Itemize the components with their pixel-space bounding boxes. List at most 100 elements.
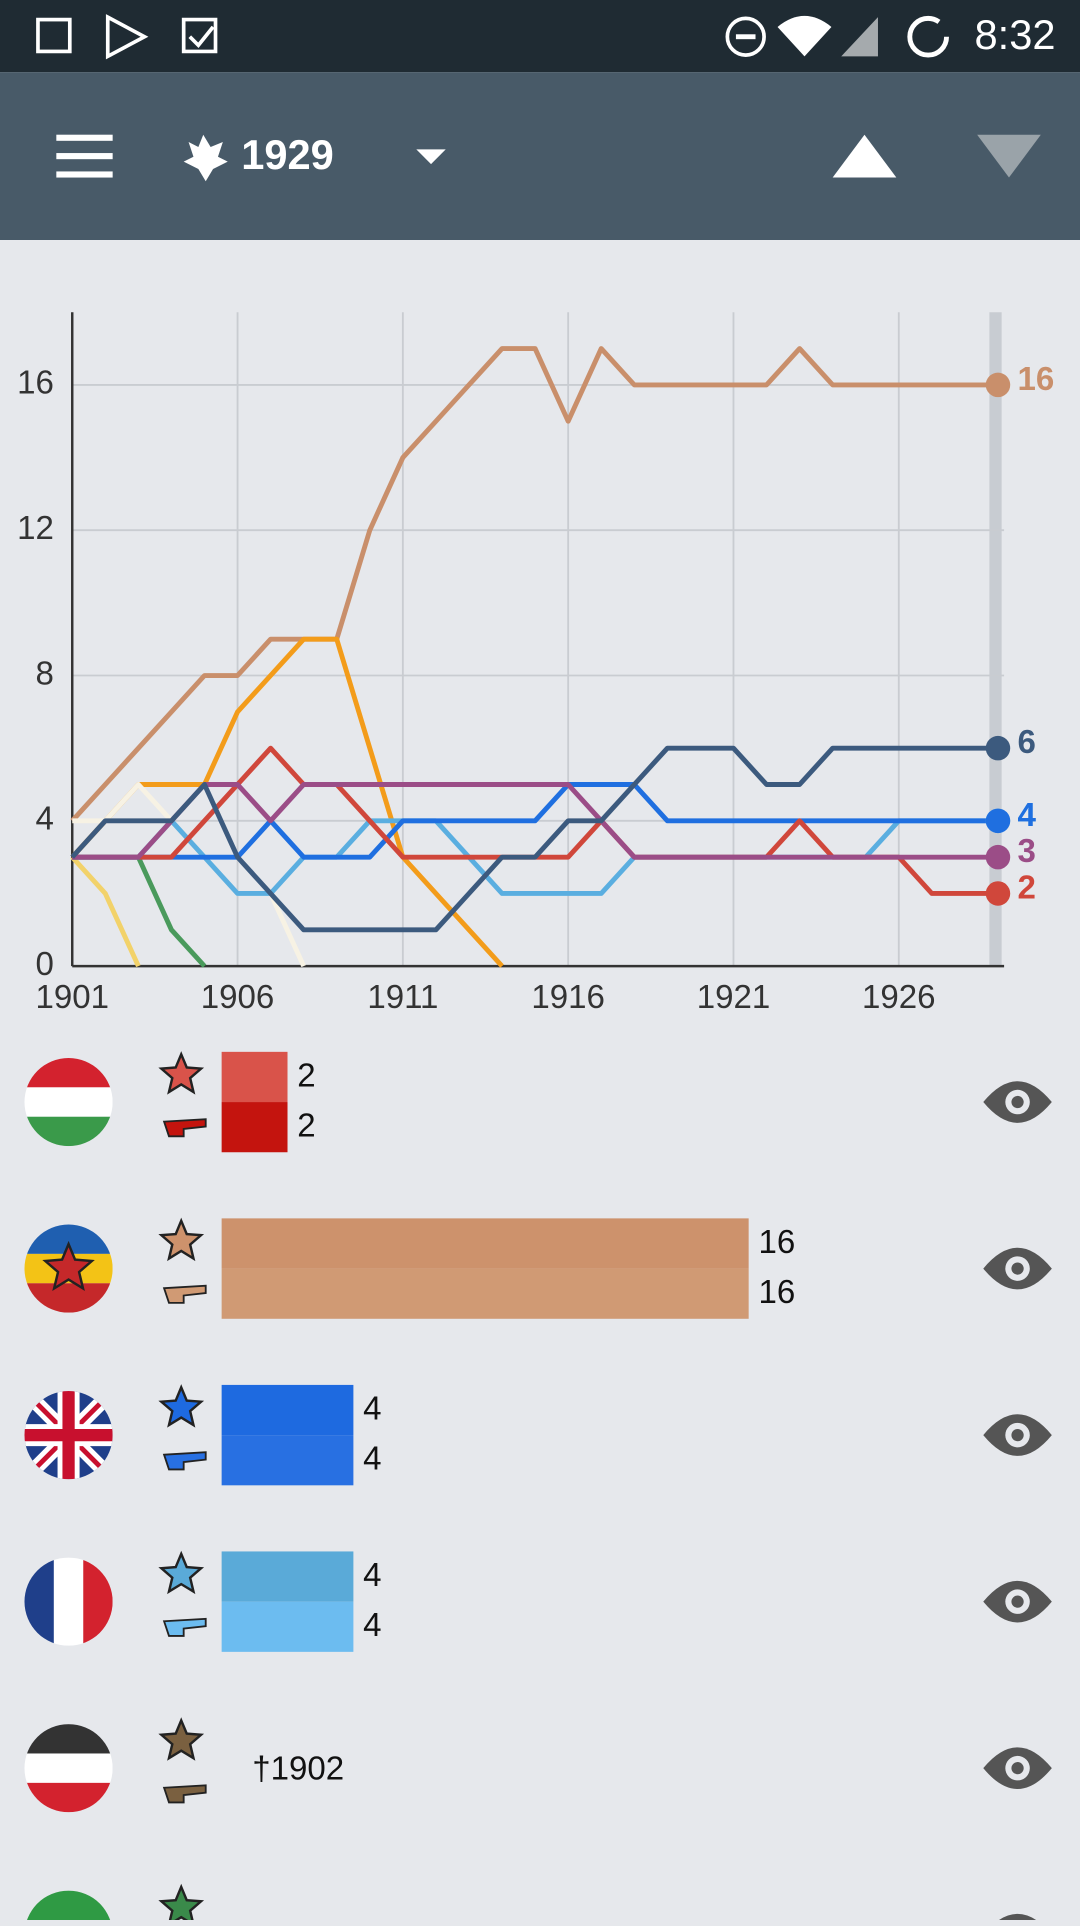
series-line bbox=[70, 745, 998, 933]
y-tick-label: 8 bbox=[35, 655, 53, 692]
flag-star bbox=[42, 1240, 95, 1291]
unit-icon bbox=[162, 1118, 207, 1138]
supply-center-icon bbox=[158, 1883, 205, 1926]
end-point bbox=[985, 808, 1011, 834]
flag bbox=[24, 1724, 113, 1813]
flag bbox=[24, 1057, 113, 1147]
bar bbox=[221, 1102, 288, 1153]
end-point bbox=[985, 372, 1011, 398]
menu-line bbox=[56, 134, 113, 141]
flag bbox=[24, 1224, 113, 1313]
end-label: 4 bbox=[1018, 797, 1037, 834]
wifi-icon bbox=[777, 15, 832, 57]
flag-cross bbox=[24, 1391, 113, 1480]
supply-center-icon bbox=[158, 1217, 205, 1262]
end-label: 2 bbox=[1018, 870, 1036, 907]
end-label: 3 bbox=[1018, 833, 1036, 870]
bar bbox=[221, 1051, 288, 1103]
next-button[interactable] bbox=[977, 134, 1041, 178]
signal-icon bbox=[841, 17, 878, 57]
menu-line bbox=[56, 171, 113, 178]
bar-label: 4 bbox=[363, 1390, 381, 1427]
bar-label: 16 bbox=[758, 1224, 795, 1261]
x-tick-label: 1926 bbox=[862, 979, 936, 1016]
eye-center bbox=[1011, 1595, 1024, 1608]
bar bbox=[221, 1551, 354, 1602]
supply-center-icon bbox=[158, 1051, 205, 1095]
bar-label: 2 bbox=[297, 1107, 315, 1144]
bar bbox=[221, 1218, 749, 1269]
toolbar bbox=[0, 72, 1080, 241]
unit-icon bbox=[162, 1784, 207, 1804]
series-line bbox=[72, 782, 998, 860]
play-store-icon bbox=[105, 14, 149, 60]
dnd-icon bbox=[725, 16, 766, 57]
menu-button[interactable] bbox=[56, 134, 113, 178]
flag-stripe bbox=[53, 1557, 84, 1646]
battery-icon bbox=[907, 15, 949, 58]
end-label: 4 bbox=[1018, 797, 1037, 834]
flag-stripe bbox=[24, 1753, 113, 1783]
eliminated-label: †1902 bbox=[252, 1750, 344, 1787]
bar-label: 4 bbox=[363, 1607, 381, 1644]
series-line bbox=[70, 855, 141, 968]
supply-center-icon bbox=[158, 1717, 205, 1761]
previous-button[interactable] bbox=[832, 134, 897, 178]
bar-label: 2 bbox=[297, 1057, 315, 1094]
dnd-bar bbox=[735, 34, 756, 40]
eye-center bbox=[1011, 1095, 1024, 1109]
series-line bbox=[72, 782, 998, 860]
y-tick-label: 0 bbox=[35, 946, 53, 983]
y-tick-label: 4 bbox=[35, 801, 53, 838]
y-tick-label: 16 bbox=[17, 365, 54, 402]
x-tick-label: 1906 bbox=[201, 979, 275, 1016]
y-tick-label: 12 bbox=[17, 510, 54, 547]
end-label: 6 bbox=[1018, 724, 1036, 761]
flag-stripe bbox=[24, 1087, 113, 1117]
eye-center bbox=[1011, 1428, 1024, 1442]
end-point bbox=[985, 844, 1011, 870]
unit-icon bbox=[162, 1617, 207, 1637]
eye-center bbox=[1011, 1262, 1024, 1275]
eye-center bbox=[1011, 1762, 1024, 1775]
end-point bbox=[985, 735, 1011, 761]
player-row: 44 bbox=[24, 1384, 1052, 1486]
bar bbox=[221, 1268, 749, 1319]
x-tick-label: 1921 bbox=[697, 979, 771, 1016]
season-icon bbox=[183, 134, 228, 182]
x-tick-label: 1916 bbox=[531, 979, 605, 1016]
x-tick-label: 1901 bbox=[35, 979, 109, 1016]
end-label: 16 bbox=[1018, 361, 1055, 398]
bar-label: 4 bbox=[363, 1441, 381, 1478]
bar bbox=[221, 1601, 354, 1652]
task-icon bbox=[181, 17, 218, 54]
gallery-icon bbox=[36, 17, 72, 54]
unit-icon bbox=[162, 1451, 207, 1471]
menu-line bbox=[56, 153, 113, 160]
bar bbox=[221, 1384, 354, 1436]
year-cursor bbox=[989, 312, 1002, 967]
bar bbox=[221, 1435, 354, 1486]
unit-icon bbox=[162, 1284, 207, 1304]
supply-center-icon bbox=[158, 1384, 205, 1428]
year-dropdown[interactable] bbox=[416, 149, 446, 165]
player-row: 22 bbox=[24, 1051, 1052, 1153]
supply-center-icon bbox=[158, 1550, 205, 1595]
flag bbox=[24, 1557, 113, 1646]
end-point bbox=[985, 881, 1011, 906]
series-line bbox=[70, 636, 504, 968]
year-selector[interactable]: 1929 bbox=[241, 131, 334, 178]
bar-label: 16 bbox=[758, 1274, 795, 1311]
series-line bbox=[70, 346, 998, 823]
bar-label: 4 bbox=[363, 1557, 381, 1594]
player-row: 44 bbox=[24, 1550, 1052, 1652]
status-bar bbox=[0, 0, 1080, 73]
clock: 8:32 bbox=[975, 11, 1056, 58]
x-tick-label: 1911 bbox=[367, 979, 438, 1016]
flag bbox=[24, 1391, 113, 1480]
